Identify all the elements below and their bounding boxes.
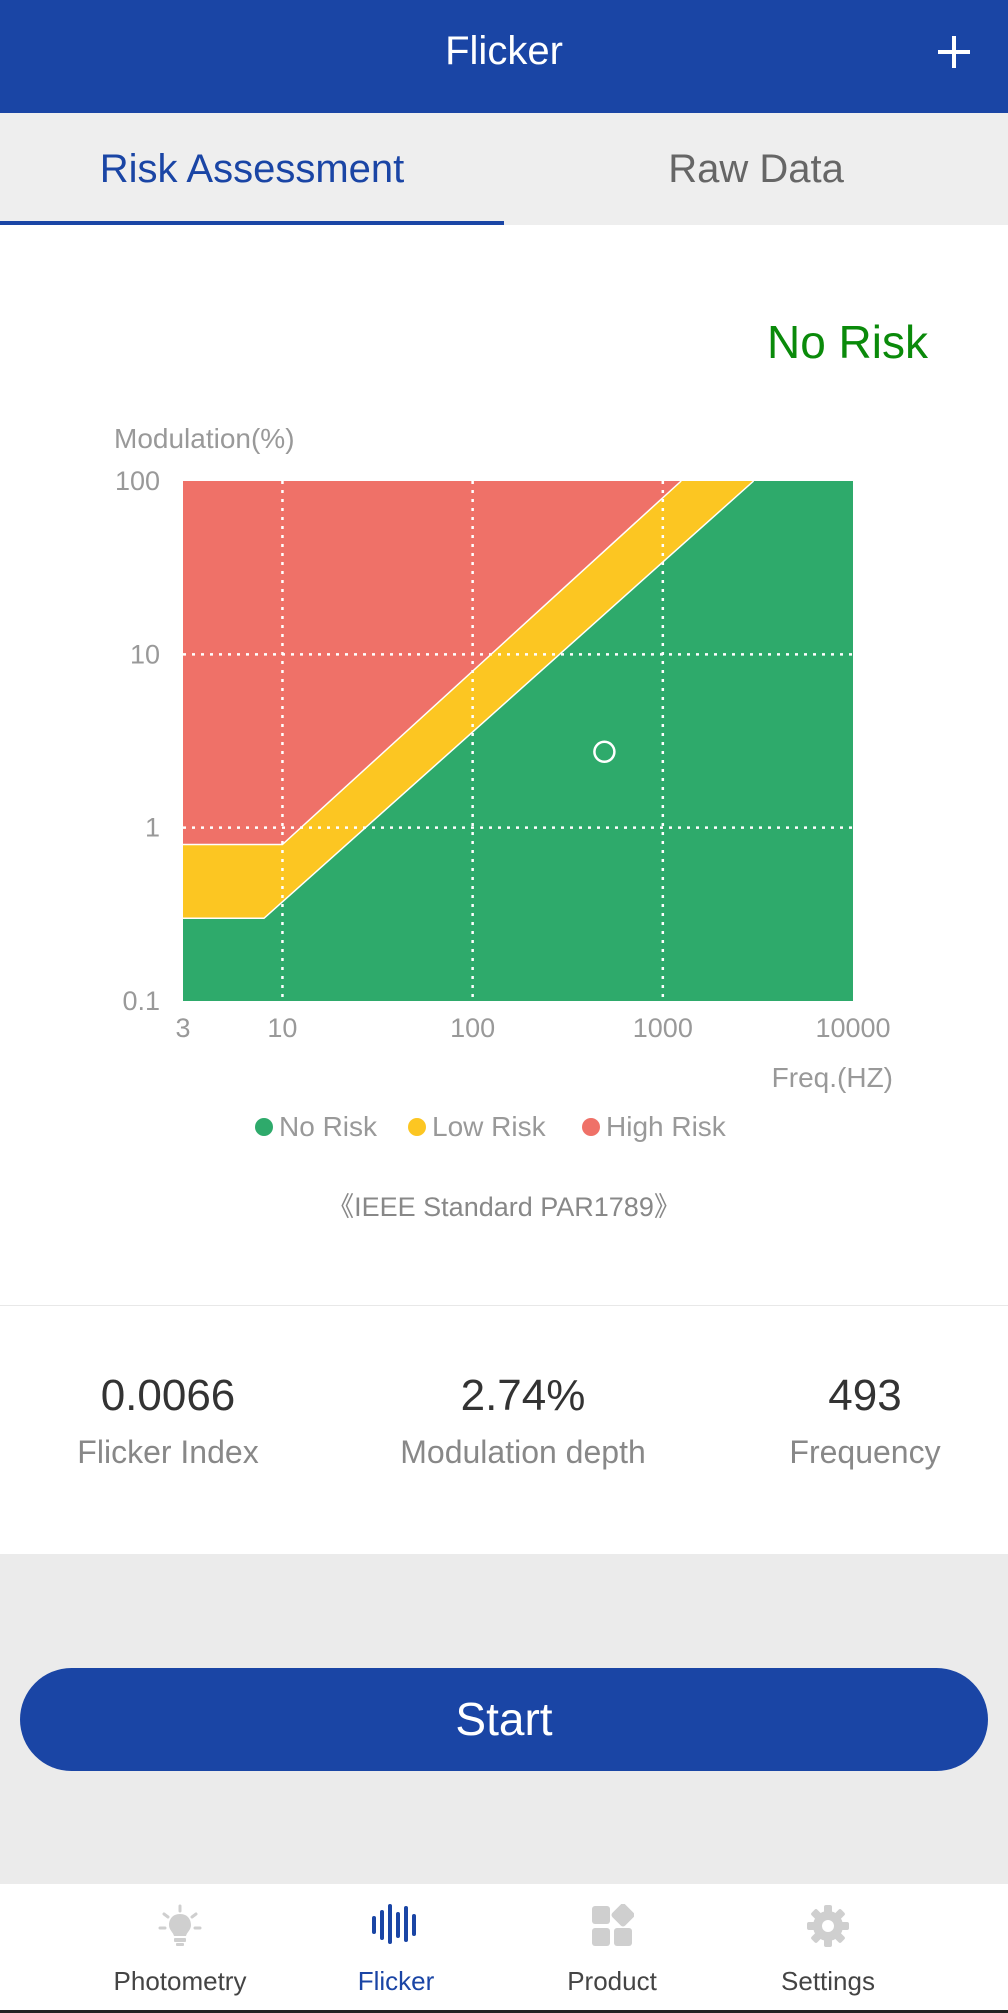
bottom-nav: Photometry Flicker Product [0, 1884, 1008, 2010]
y-axis-label: Modulation(%) [114, 423, 295, 454]
nav-label: Settings [781, 1966, 875, 1996]
tab-raw-data[interactable]: Raw Data [668, 147, 844, 191]
legend-dot [408, 1118, 426, 1136]
nav-item-flicker[interactable]: Flicker [288, 1884, 504, 2010]
tab-risk-assessment[interactable]: Risk Assessment [0, 113, 504, 225]
tab-bar: Risk Assessment Raw Data [0, 113, 1008, 225]
x-tick-label: 10 [267, 1013, 297, 1043]
nav-label: Photometry [113, 1966, 247, 1996]
metric-frequency: 493 Frequency [697, 1366, 1008, 1471]
plus-icon[interactable] [928, 22, 980, 78]
x-tick-label: 1000 [633, 1013, 693, 1043]
y-tick-label: 0.1 [122, 986, 160, 1016]
page-title: Flicker [445, 29, 563, 73]
metric-value: 2.74% [460, 1371, 586, 1420]
x-tick-label: 3 [175, 1013, 190, 1043]
x-tick-label: 100 [450, 1013, 495, 1043]
metric-modulation-depth: 2.74% Modulation depth [355, 1366, 691, 1471]
nav-item-product[interactable]: Product [504, 1884, 720, 2010]
legend-dot [582, 1118, 600, 1136]
nav-item-settings[interactable]: Settings [720, 1884, 936, 2010]
flicker-risk-chart: 100 10 1 0.1 3 10 100 1000 10000 Modulation(%) Fre… [114, 423, 893, 1142]
divider [0, 1305, 1008, 1306]
screen-edge [0, 2010, 1008, 2013]
data-point [593, 740, 616, 764]
legend-label: High Risk [606, 1111, 727, 1142]
grid-icon [592, 1904, 634, 1946]
start-button[interactable]: Start [20, 1668, 988, 1771]
metric-value: 493 [828, 1371, 902, 1420]
app-bar: Flicker [0, 0, 1008, 113]
legend-label: No Risk [279, 1111, 378, 1142]
metric-label: Modulation depth [400, 1434, 646, 1470]
metrics-panel: 0.0066 Flicker Index 2.74% Modulation de… [0, 1306, 1008, 1554]
region-high-risk [183, 481, 682, 845]
legend-label: Low Risk [432, 1111, 547, 1142]
x-tick-label: 10000 [815, 1013, 890, 1043]
high-risk-boundary [183, 480, 682, 846]
low-risk-boundary [183, 480, 755, 920]
nav-item-photometry[interactable]: Photometry [72, 1884, 288, 2010]
risk-card: No Risk 100 10 1 0.1 3 10 100 1000 10000 Modulati… [0, 225, 1008, 1305]
metric-label: Flicker Index [77, 1434, 259, 1470]
gear-icon [807, 1905, 849, 1947]
risk-status: No Risk [766, 316, 928, 368]
nav-label: Product [567, 1966, 657, 1996]
y-tick-label: 1 [145, 813, 160, 843]
standard-label: 《IEEE Standard PAR1789》 [327, 1192, 681, 1222]
y-tick-label: 10 [130, 639, 160, 669]
waveform-icon [372, 1904, 416, 1944]
nav-label: Flicker [357, 1966, 435, 1996]
x-axis-label: Freq.(HZ) [772, 1062, 893, 1093]
metric-value: 0.0066 [100, 1371, 236, 1420]
y-tick-label: 100 [115, 466, 160, 496]
metric-flicker-index: 0.0066 Flicker Index [0, 1366, 336, 1471]
legend-dot [255, 1118, 273, 1136]
metric-label: Frequency [789, 1434, 941, 1470]
bulb-icon [158, 1904, 202, 1946]
